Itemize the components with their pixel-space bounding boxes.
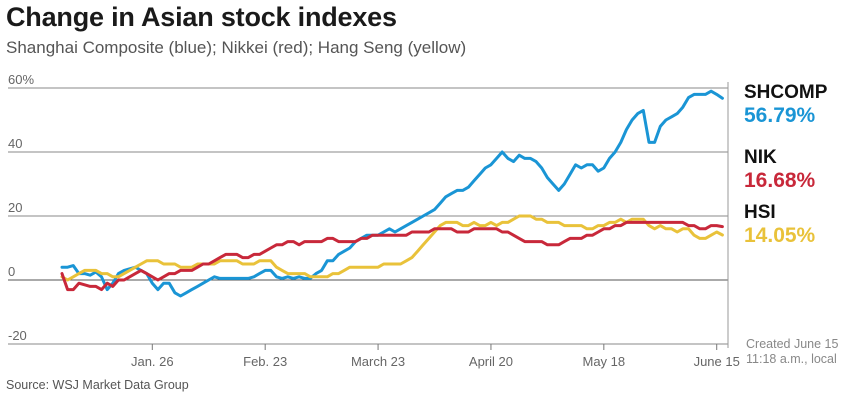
y-tick-label: 20 xyxy=(8,200,22,215)
chart-title: Change in Asian stock indexes xyxy=(6,2,397,32)
x-tick-label: June 15 xyxy=(694,354,740,369)
created-note: Created June 15 11:18 a.m., local xyxy=(746,337,838,367)
x-tick-label: Feb. 23 xyxy=(243,354,287,369)
x-tick-label: April 20 xyxy=(469,354,513,369)
series-line-shcomp xyxy=(60,89,724,298)
y-tick-label: 60% xyxy=(8,72,34,87)
y-tick-label: 0 xyxy=(8,264,15,279)
created-date: Created June 15 xyxy=(746,337,839,351)
series-value-shcomp: 56.79% xyxy=(744,104,816,127)
y-tick-label: -20 xyxy=(8,328,27,343)
source-note: Source: WSJ Market Data Group xyxy=(6,378,189,392)
series-value-nik: 16.68% xyxy=(744,169,816,192)
chart-subtitle: Shanghai Composite (blue); Nikkei (red);… xyxy=(6,38,467,57)
y-tick-label: 40 xyxy=(8,136,22,151)
series-label-nik: NIK xyxy=(744,147,777,168)
x-tick-label: March 23 xyxy=(351,354,405,369)
series-label-hsi: HSI xyxy=(744,202,776,223)
series-line-nik xyxy=(60,220,724,292)
series-line-hsi xyxy=(60,214,724,282)
series-label-shcomp: SHCOMP xyxy=(744,82,828,103)
x-tick-label: Jan. 26 xyxy=(131,354,174,369)
series-value-hsi: 14.05% xyxy=(744,224,816,247)
created-time: 11:18 a.m., local xyxy=(746,352,837,366)
x-tick-label: May 18 xyxy=(583,354,626,369)
